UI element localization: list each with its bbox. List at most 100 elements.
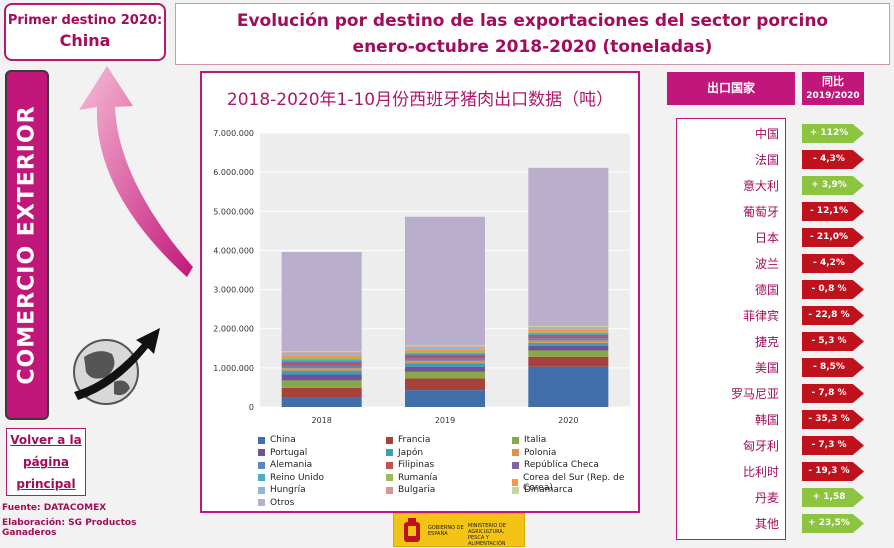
legend-swatch [386,449,393,456]
legend-label: Francia [398,435,431,445]
x-tick-label: 2019 [435,416,455,425]
coat-of-arms-icon [404,518,420,542]
bar-segment [281,380,362,388]
bar-segment [281,363,362,366]
back-link-line2: página [22,455,70,469]
bar-segment [281,353,362,356]
legend-label: Hungría [270,485,306,495]
bar-segment [528,332,609,335]
change-badge: - 7,8 % [802,384,864,403]
change-badge: + 112% [802,124,864,143]
logo-ministry-text: MINISTERIO DE AGRICULTURA, PESCA Y ALIME… [468,523,506,547]
bar-segment [281,361,362,364]
change-column-header: 同比 2019/2020 [802,72,864,105]
legend-label: Portugal [270,447,308,458]
legend-item: Corea del Sur (Rep. de Corea) [512,473,638,493]
country-name: 罗马尼亚 [730,387,779,401]
legend-swatch [258,449,265,456]
back-to-main-link[interactable]: Volver a la página principal [6,428,86,496]
globe-arrow-icon [73,328,160,405]
bar-segment [528,325,609,328]
change-badge: + 23,5% [802,514,864,533]
chart-panel: 2018-2020年1-10月份西班牙猪肉出口数据（吨） 0 1.000.000 2… [200,71,640,513]
back-link-line3: principal [16,477,76,491]
legend-swatch [512,486,519,494]
y-tick-label: 0 [249,403,254,412]
legend-label: Filipinas [398,460,435,470]
y-tick-label: 4.000.000 [213,246,254,255]
country-name: 匈牙利 [742,439,779,453]
legend-swatch [386,474,393,481]
legend-label: China [270,435,296,445]
bar-segment [281,251,362,352]
top-destination-label: Primer destino 2020: [7,13,163,28]
bar-segment [528,331,609,333]
change-badge: - 7,3 % [802,436,864,455]
bar-segment [405,356,485,359]
bar-segment [405,347,485,350]
bar-segment [405,390,485,407]
bar-segment [528,350,609,357]
legend-item: Polonia [512,448,556,458]
change-badge: - 21,0% [802,228,864,247]
bar-segment [528,345,609,351]
x-tick-label: 2020 [558,416,578,425]
bar-segment [405,358,485,361]
bar-segment [528,366,609,407]
bar-segment [528,329,609,332]
country-name: 意大利 [742,179,779,193]
legend-label: Otros [270,497,295,508]
y-tick-label: 3.000.000 [213,286,254,295]
change-header-period: 2019/2020 [806,91,860,101]
legend-swatch [258,486,265,494]
y-tick-label: 7.000.000 [213,129,254,138]
country-name: 菲律宾 [742,309,779,323]
bar-segment [281,397,362,407]
bar-segment [281,368,362,371]
legend-item: China [258,435,296,445]
legend-item: Francia [386,435,430,445]
y-tick-label: 6.000.000 [213,168,254,177]
bar-segment [281,351,362,353]
bar-segment [281,374,362,381]
change-badge: - 8,5% [802,358,864,377]
x-tick-label: 2018 [311,416,331,425]
bar-segment [528,342,609,346]
bar-segment [405,349,485,352]
bar-segment [281,357,362,360]
change-badge: - 35,3 % [802,410,864,429]
author-note-line2: Ganaderos [2,528,57,538]
stacked-bar-chart: 0 1.000.000 2.000.000 3.000.000 4.000.000 5.0… [213,129,630,425]
bar-segment [528,356,609,367]
bar-segment [405,216,485,346]
legend-label: Rumanía [398,472,438,483]
change-badge: - 0,8 % [802,280,864,299]
legend-swatch [512,461,519,469]
bar-segment [405,346,485,348]
legend-label: República Checa [524,460,599,470]
country-name: 比利时 [742,465,779,479]
legend-swatch [258,461,265,469]
legend-item: República Checa [512,460,599,470]
legend-item: Italia [512,435,546,445]
country-name: 韩国 [754,413,779,427]
bar-segment [528,334,609,337]
legend-swatch [258,474,265,481]
top-destination-box: Primer destino 2020: China [4,3,166,61]
legend-label: Bulgaria [398,485,436,495]
change-badge: - 5,3 % [802,332,864,351]
ministry-logo: GOBIERNO DE ESPAÑA MINISTERIO DE AGRICUL… [393,513,525,547]
bar-segment [405,360,485,364]
page-title-line1: Evolución por destino de las exportacion… [236,11,829,31]
legend-label: Italia [524,435,547,445]
bar-segment [405,371,485,379]
change-badge: - 19,3 % [802,462,864,481]
bar-segment [405,351,485,353]
bar-segment [281,352,362,354]
bar-segment [281,370,362,375]
country-name: 波兰 [754,257,779,271]
legend-item: Dinamarca [512,485,573,495]
section-band-label: COMERCIO EXTERIOR [14,105,40,385]
legend-swatch [512,436,519,444]
country-name: 葡萄牙 [742,205,779,219]
